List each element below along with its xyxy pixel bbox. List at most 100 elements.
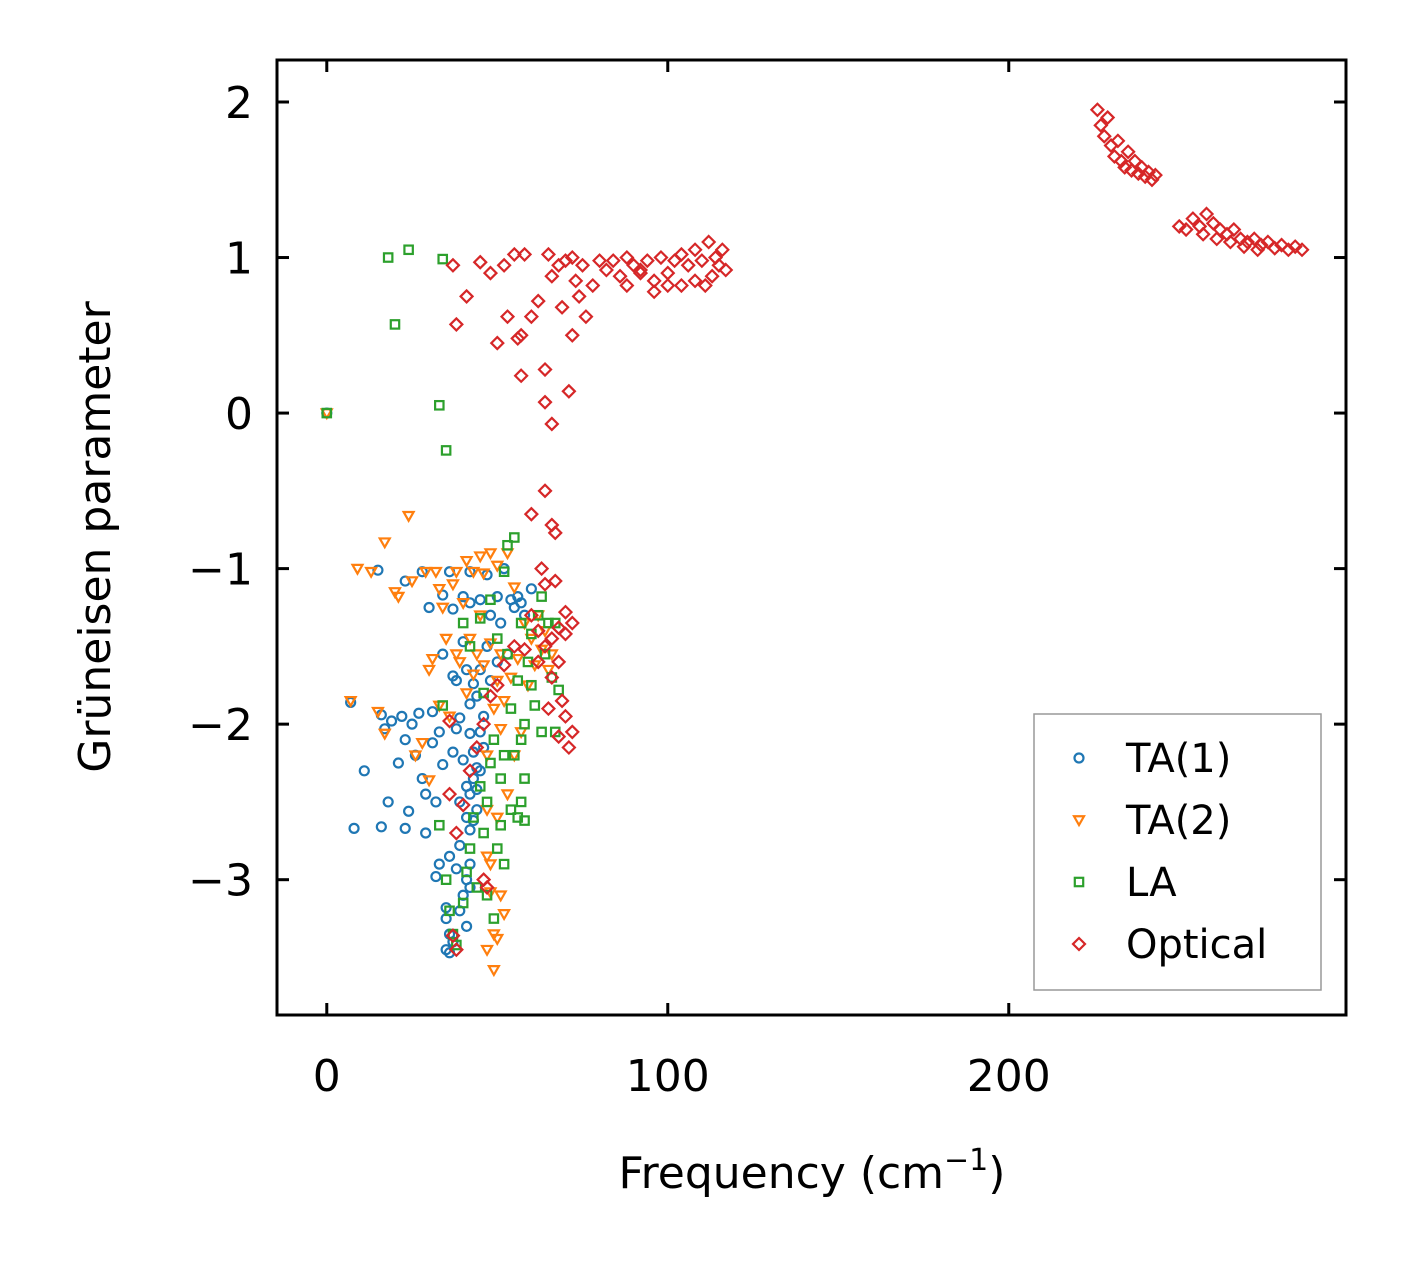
data-point <box>437 648 449 660</box>
data-point <box>382 796 394 808</box>
series-la <box>321 244 564 951</box>
data-point <box>536 591 547 602</box>
data-point <box>490 933 505 947</box>
data-point <box>481 796 493 808</box>
data-point <box>495 819 506 831</box>
x-axis-label-superscript: −1 <box>944 1143 988 1178</box>
data-point <box>557 708 574 724</box>
data-point <box>1198 206 1215 222</box>
data-point <box>441 786 458 802</box>
data-point <box>459 288 475 304</box>
data-point <box>500 548 515 561</box>
data-point <box>486 965 501 978</box>
data-point <box>537 394 553 410</box>
data-point <box>500 789 515 802</box>
data-point <box>537 638 553 654</box>
data-point <box>506 638 522 654</box>
data-point <box>422 664 436 677</box>
legend-item: TA(2) <box>1072 798 1231 844</box>
data-point <box>547 525 563 541</box>
data-point <box>469 649 484 662</box>
series-ta-1- <box>321 407 537 959</box>
data-point <box>544 268 560 284</box>
data-point <box>546 672 558 683</box>
data-point <box>485 757 496 769</box>
data-point <box>1106 148 1123 164</box>
legend-item: TA(1) <box>1073 736 1231 782</box>
x-tick-label: 0 <box>313 1051 341 1102</box>
data-point <box>578 309 594 325</box>
x-axis-label: Frequency (cm−1) <box>619 1143 1006 1199</box>
data-point <box>466 566 481 579</box>
data-point <box>483 859 498 872</box>
data-point <box>403 805 415 817</box>
data-point <box>474 781 486 792</box>
data-point <box>405 576 419 589</box>
data-point <box>537 361 553 378</box>
data-point <box>564 615 580 631</box>
data-point <box>530 654 546 670</box>
data-point <box>1250 242 1266 258</box>
data-point <box>485 594 496 606</box>
data-point <box>530 623 546 639</box>
data-point <box>1267 240 1283 256</box>
data-point <box>564 327 580 343</box>
series-optical <box>441 102 1310 958</box>
data-point <box>462 763 478 779</box>
data-point <box>544 416 560 432</box>
data-point <box>406 718 418 730</box>
data-point <box>439 633 454 646</box>
data-point <box>499 309 516 325</box>
data-point <box>488 913 500 924</box>
data-point <box>474 594 486 606</box>
data-point <box>525 583 537 595</box>
data-point <box>711 257 727 273</box>
data-point <box>493 890 508 903</box>
data-point <box>529 700 541 711</box>
data-point <box>468 812 479 823</box>
data-point <box>605 253 621 269</box>
data-point <box>561 383 577 399</box>
legend-label: Optical <box>1126 922 1267 968</box>
data-point <box>673 277 689 294</box>
data-point <box>399 822 411 834</box>
data-point <box>371 706 385 719</box>
data-point <box>540 701 556 717</box>
data-point <box>493 723 508 737</box>
data-point <box>449 566 464 579</box>
data-point <box>491 843 503 854</box>
data-point <box>523 607 539 623</box>
legend-box <box>1033 713 1322 991</box>
data-point <box>515 796 527 808</box>
data-point <box>718 262 734 278</box>
data-point <box>385 715 398 727</box>
data-point <box>619 277 635 294</box>
data-point <box>437 700 449 711</box>
data-point <box>639 253 655 269</box>
data-point <box>486 703 501 716</box>
data-point <box>551 654 567 670</box>
data-point <box>612 268 628 284</box>
data-point <box>517 246 533 262</box>
data-point <box>557 604 574 620</box>
data-point <box>460 920 473 932</box>
data-point <box>413 707 425 719</box>
data-point <box>482 688 499 704</box>
data-point <box>420 788 432 800</box>
data-point <box>510 653 525 667</box>
y-tick-label: 2 <box>225 78 253 129</box>
data-point <box>444 905 455 917</box>
data-point <box>553 684 564 696</box>
x-tick-label: 100 <box>626 1051 710 1102</box>
data-point <box>448 316 464 332</box>
data-point <box>448 825 464 841</box>
data-point <box>497 909 511 922</box>
data-point <box>457 754 469 766</box>
data-point <box>568 273 584 289</box>
data-point <box>391 591 406 604</box>
data-point <box>1226 221 1242 238</box>
data-point <box>697 277 713 294</box>
data-point <box>495 617 507 629</box>
data-point <box>507 582 522 595</box>
data-point <box>483 548 498 561</box>
